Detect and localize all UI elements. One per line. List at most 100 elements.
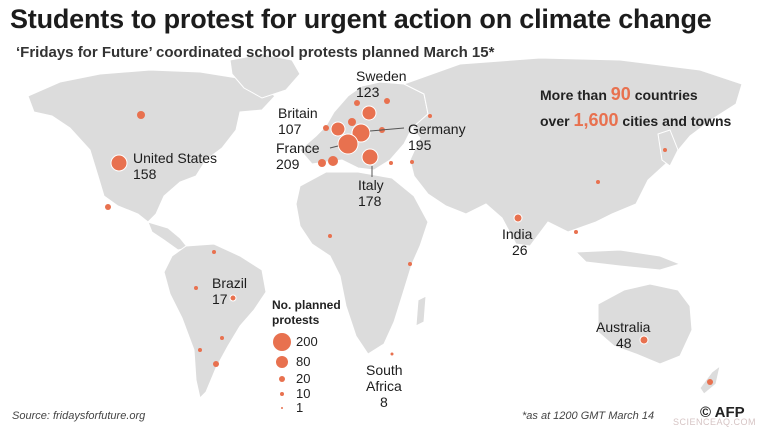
page-title: Students to protest for urgent action on… (10, 4, 712, 34)
argentina-marker (213, 361, 219, 367)
countries-number: 90 (610, 84, 631, 104)
greece-marker (389, 161, 393, 165)
label-britain: Britain 107 (278, 105, 318, 137)
brazil-value: 17 (212, 291, 228, 307)
india-name: India (502, 226, 533, 242)
legend-title-line2: protests (272, 313, 320, 327)
greenland-landmass (229, 53, 301, 99)
india-marker (513, 213, 523, 223)
label-south-africa: South Africa 8 (366, 362, 403, 410)
norway-marker (354, 100, 360, 106)
cities-number: 1,600 (573, 110, 619, 130)
australia-value: 48 (616, 335, 632, 351)
france-leader (329, 145, 339, 149)
brazil-marker (229, 294, 237, 302)
thailand-marker (574, 230, 578, 234)
china-marker (596, 180, 600, 184)
colombia-marker (212, 250, 216, 254)
sweden-marker (361, 105, 377, 121)
timestamp-note: *as at 1200 GMT March 14 (522, 410, 655, 422)
countries-suffix: countries (634, 87, 698, 103)
uruguay-marker (220, 336, 224, 340)
brazil-name: Brazil (212, 275, 248, 291)
label-germany: Germany 195 (408, 121, 466, 153)
united-states-marker (110, 154, 128, 172)
russia-marker (428, 114, 432, 118)
australia-name: Australia (596, 319, 651, 335)
label-australia: Australia 48 (596, 319, 650, 351)
italy-name: Italy (358, 177, 384, 193)
asia-landmass (402, 57, 743, 247)
ireland-marker (323, 125, 329, 131)
new-zealand-marker (707, 379, 713, 385)
legend-circle-20 (279, 376, 285, 382)
mexico-marker (105, 204, 111, 210)
japan-landmass (657, 129, 679, 167)
legend-circle-1 (281, 407, 283, 409)
france-value: 209 (276, 156, 300, 172)
label-india: India 26 (502, 226, 532, 258)
netherlands-marker (348, 118, 356, 126)
germany-marker (351, 123, 371, 143)
britain-value: 107 (278, 121, 302, 137)
india-value: 26 (512, 242, 528, 258)
germany-leader (369, 127, 405, 132)
sweden-value: 123 (356, 84, 380, 100)
italy-marker (361, 148, 379, 166)
legend-value-20: 20 (296, 371, 311, 386)
cities-prefix: over (540, 113, 570, 129)
peru-marker (194, 286, 198, 290)
portugal-marker (318, 159, 326, 167)
chile-marker (198, 348, 202, 352)
afp-logo: © AFP (700, 404, 745, 421)
label-france: France 209 (276, 140, 320, 172)
countries-prefix: More than (540, 87, 607, 103)
britain-marker (330, 121, 346, 137)
japan-marker (663, 148, 667, 152)
spain-marker (328, 156, 338, 166)
canada-marker (137, 111, 145, 119)
legend-title: No. planned protests (272, 298, 341, 328)
label-united-states: United States 158 (133, 150, 217, 182)
label-sweden: Sweden 123 (356, 68, 407, 100)
germany-value: 195 (408, 137, 432, 153)
indonesia-landmass (574, 249, 682, 271)
cities-suffix: cities and towns (622, 113, 732, 129)
australia-marker (639, 335, 649, 345)
source-note: Source: fridaysforfuture.org (12, 410, 146, 422)
countries-stat: More than 90 countries (540, 84, 698, 105)
legend-value-1: 1 (296, 400, 304, 415)
legend-circle-80 (276, 356, 288, 368)
france-name: France (276, 140, 320, 156)
germany-name: Germany (408, 121, 466, 137)
watermark: SCIENCEAQ.COM (673, 417, 757, 427)
legend-circle-200 (273, 333, 291, 351)
france-marker (337, 133, 359, 155)
britain-name: Britain (278, 105, 318, 121)
south-africa-value: 8 (380, 394, 388, 410)
page-subtitle: ‘Fridays for Future’ coordinated school … (16, 44, 495, 61)
australia-landmass (597, 283, 693, 365)
sweden-name: Sweden (356, 68, 407, 84)
kenya-marker (408, 262, 412, 266)
legend-title-line1: No. planned (272, 298, 341, 312)
north-america-landmass (27, 69, 276, 223)
legend-value-10: 10 (296, 386, 311, 401)
south-africa-name-2: Africa (366, 378, 402, 394)
united-states-name: United States (133, 150, 218, 166)
nigeria-marker (328, 234, 332, 238)
finland-marker (384, 98, 390, 104)
cities-stat: over 1,600 cities and towns (540, 110, 731, 131)
legend-value-200: 200 (296, 334, 318, 349)
united-states-value: 158 (133, 166, 157, 182)
central-america-landmass (147, 221, 189, 251)
legend-circle-10 (280, 392, 284, 396)
legend-value-80: 80 (296, 354, 311, 369)
africa-landmass (295, 171, 429, 355)
south-africa-name-1: South (366, 362, 403, 378)
south-america-landmass (163, 243, 267, 399)
italy-value: 178 (358, 193, 382, 209)
label-brazil: Brazil 17 (212, 275, 247, 307)
south-africa-marker (389, 351, 395, 357)
